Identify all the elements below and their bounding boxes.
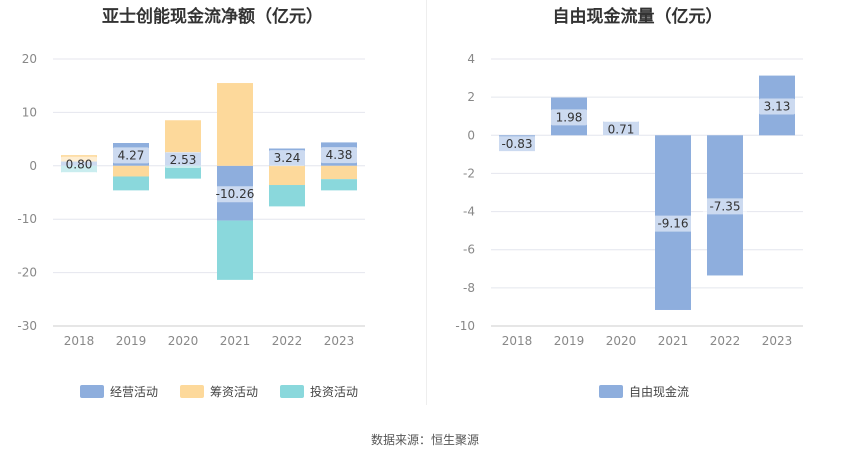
y-tick-label: -6 (463, 243, 475, 257)
legend-item[interactable]: 经营活动 (80, 383, 158, 400)
x-tick-label: 2018 (502, 334, 533, 348)
x-tick-label: 2023 (762, 334, 793, 348)
data-label-bg (209, 186, 261, 203)
x-tick-label: 2022 (710, 334, 741, 348)
legend-swatch (80, 385, 104, 398)
x-tick-label: 2021 (220, 334, 251, 348)
data-label: 4.38 (326, 148, 353, 162)
legend-label: 自由现金流 (629, 385, 690, 399)
y-tick-label: -2 (463, 166, 475, 180)
data-label: 3.13 (764, 99, 791, 113)
data-label: -0.83 (501, 137, 532, 151)
bar-investing (217, 220, 253, 280)
legend-left: 经营活动 筹资活动 投资活动 (80, 383, 358, 400)
data-label-bg (495, 136, 539, 153)
y-tick-label: 2 (467, 90, 475, 104)
data-label-bg (112, 147, 150, 164)
data-label: 0.71 (608, 123, 635, 137)
data-label: 1.98 (556, 110, 583, 124)
bar-investing (113, 176, 149, 191)
x-tick-label: 2019 (554, 334, 585, 348)
legend-label: 投资活动 (310, 385, 359, 399)
y-tick-label: -20 (17, 266, 37, 280)
data-label-bg (651, 215, 695, 232)
data-label: -9.16 (657, 217, 688, 231)
y-tick-label: -10 (17, 212, 37, 226)
bar-financing (321, 165, 357, 180)
data-label: -10.26 (216, 187, 255, 201)
data-label-bg (164, 152, 202, 169)
x-tick-label: 2021 (658, 334, 689, 348)
data-label-bg (550, 109, 588, 126)
legend-swatch (180, 385, 205, 398)
data-label-bg (602, 121, 640, 138)
bar-financing (113, 165, 149, 177)
data-source: 数据来源：恒生聚源 (370, 433, 479, 447)
legend-swatch (599, 385, 623, 398)
x-tick-label: 2023 (324, 334, 355, 348)
legend-right: 自由现金流 (599, 383, 689, 400)
bar-investing (165, 165, 201, 179)
bar-financing (217, 83, 253, 166)
y-tick-label: 10 (22, 105, 37, 119)
chart-title-left: 亚士创能现金流净额（亿元） (102, 7, 323, 27)
bar-financing (165, 120, 201, 153)
x-tick-label: 2020 (606, 334, 637, 348)
y-tick-label: -8 (463, 281, 475, 295)
y-tick-label: -30 (17, 319, 37, 333)
data-label-bg (268, 150, 306, 167)
x-tick-label: 2018 (64, 334, 95, 348)
data-label-bg (758, 98, 796, 115)
legend-swatch (280, 385, 305, 398)
legend-item[interactable]: 投资活动 (280, 383, 358, 400)
x-tick-label: 2022 (272, 334, 303, 348)
panel-divider (426, 0, 427, 405)
x-tick-label: 2019 (116, 334, 147, 348)
x-tick-label: 2020 (168, 334, 199, 348)
data-label-bg (320, 147, 358, 164)
data-label-bg (60, 156, 98, 173)
data-label: 4.27 (118, 148, 145, 162)
bar-financing (269, 165, 305, 186)
bar-investing (321, 179, 357, 191)
y-tick-label: 20 (22, 52, 37, 66)
legend-item[interactable]: 筹资活动 (180, 383, 258, 400)
y-tick-label: 0 (467, 128, 475, 142)
data-label: -7.35 (709, 199, 740, 213)
data-label-bg (703, 198, 747, 215)
legend-label: 经营活动 (110, 385, 159, 399)
y-tick-label: -4 (463, 205, 475, 219)
data-label: 2.53 (170, 153, 197, 167)
data-label: 3.24 (274, 151, 301, 165)
legend-label: 筹资活动 (210, 385, 259, 399)
data-label: 0.80 (66, 158, 93, 172)
y-tick-label: 4 (467, 52, 475, 66)
legend-item[interactable]: 自由现金流 (599, 383, 689, 400)
y-tick-label: 0 (29, 159, 37, 173)
chart-title-right: 自由现金流量（亿元） (552, 7, 723, 27)
y-tick-label: -10 (455, 319, 475, 333)
bar-investing (269, 185, 305, 207)
